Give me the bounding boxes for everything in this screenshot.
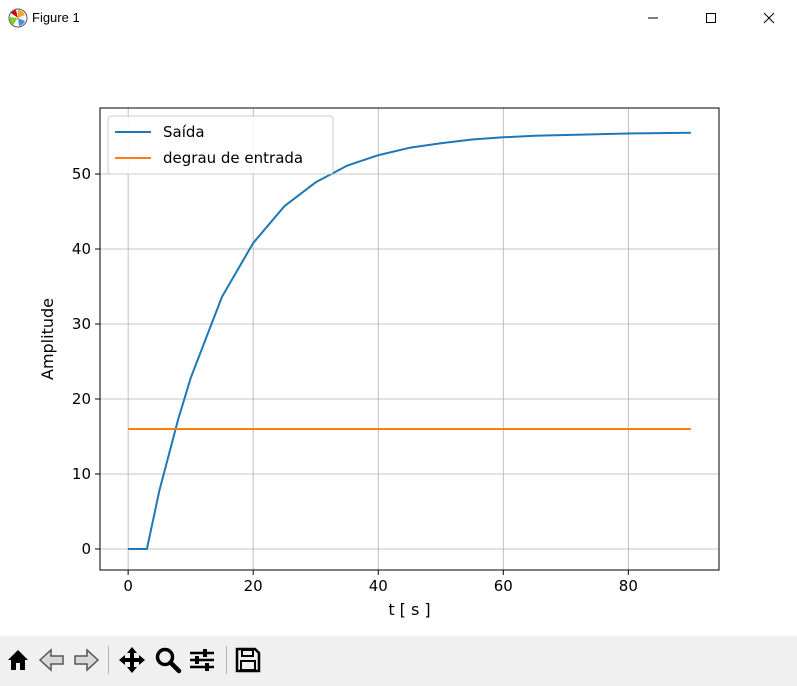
legend-box <box>107 115 334 175</box>
y-tick-label: 10 <box>72 465 91 483</box>
minimize-button[interactable] <box>624 0 682 36</box>
figure-canvas: 0 20 40 60 80 0 10 20 30 40 50 t [ s ] Amplitude S… <box>0 36 797 636</box>
y-tick-label: 0 <box>81 540 91 558</box>
y-tick-label: 30 <box>72 315 91 333</box>
maximize-button[interactable] <box>682 0 740 36</box>
x-tick-label: 60 <box>494 577 513 595</box>
x-axis-label: t [ s ] <box>388 600 430 619</box>
x-tick-label: 20 <box>244 577 263 595</box>
home-icon <box>8 650 28 670</box>
toolbar-separator <box>108 646 109 674</box>
series-line-1 <box>128 131 691 550</box>
forward-icon <box>74 648 100 672</box>
y-axis-label: Amplitude <box>38 298 57 380</box>
pan-button[interactable] <box>116 644 148 676</box>
line-chart: 0 20 40 60 80 0 10 20 30 40 50 t [ s ] Amplitude S… <box>38 107 720 619</box>
configure-subplots-button[interactable] <box>186 644 218 676</box>
close-button[interactable] <box>740 0 797 36</box>
maximize-icon <box>706 13 716 23</box>
y-tick-label: 40 <box>72 240 91 258</box>
y-tick-label: 50 <box>72 165 91 183</box>
save-icon <box>235 647 261 673</box>
legend-label: degrau de entrada <box>163 149 303 167</box>
zoom-icon <box>155 647 182 674</box>
close-icon <box>763 12 775 24</box>
x-tick-label: 80 <box>619 577 638 595</box>
save-button[interactable] <box>232 644 264 676</box>
back-icon <box>38 648 64 672</box>
back-button[interactable] <box>36 644 68 676</box>
ticks: 0 20 40 60 80 0 10 20 30 40 50 <box>72 165 638 595</box>
series-layer <box>128 131 691 550</box>
minimize-icon <box>648 17 658 19</box>
window-title: Figure 1 <box>32 10 80 25</box>
axes-frame <box>99 107 720 571</box>
x-tick-label: 40 <box>369 577 388 595</box>
legend: Saída degrau de entrada <box>107 115 334 175</box>
forward-button[interactable] <box>70 644 102 676</box>
navigation-toolbar <box>0 636 797 686</box>
matplotlib-logo-icon <box>8 8 28 28</box>
title-bar: Figure 1 <box>0 0 797 36</box>
home-button[interactable] <box>2 644 34 676</box>
legend-label: Saída <box>163 123 205 141</box>
x-tick-label: 0 <box>123 577 133 595</box>
pan-icon <box>119 647 145 673</box>
configure-subplots-icon <box>190 649 214 671</box>
grid <box>100 108 719 570</box>
y-tick-label: 20 <box>72 390 91 408</box>
zoom-button[interactable] <box>152 644 184 676</box>
toolbar-separator <box>226 646 227 674</box>
